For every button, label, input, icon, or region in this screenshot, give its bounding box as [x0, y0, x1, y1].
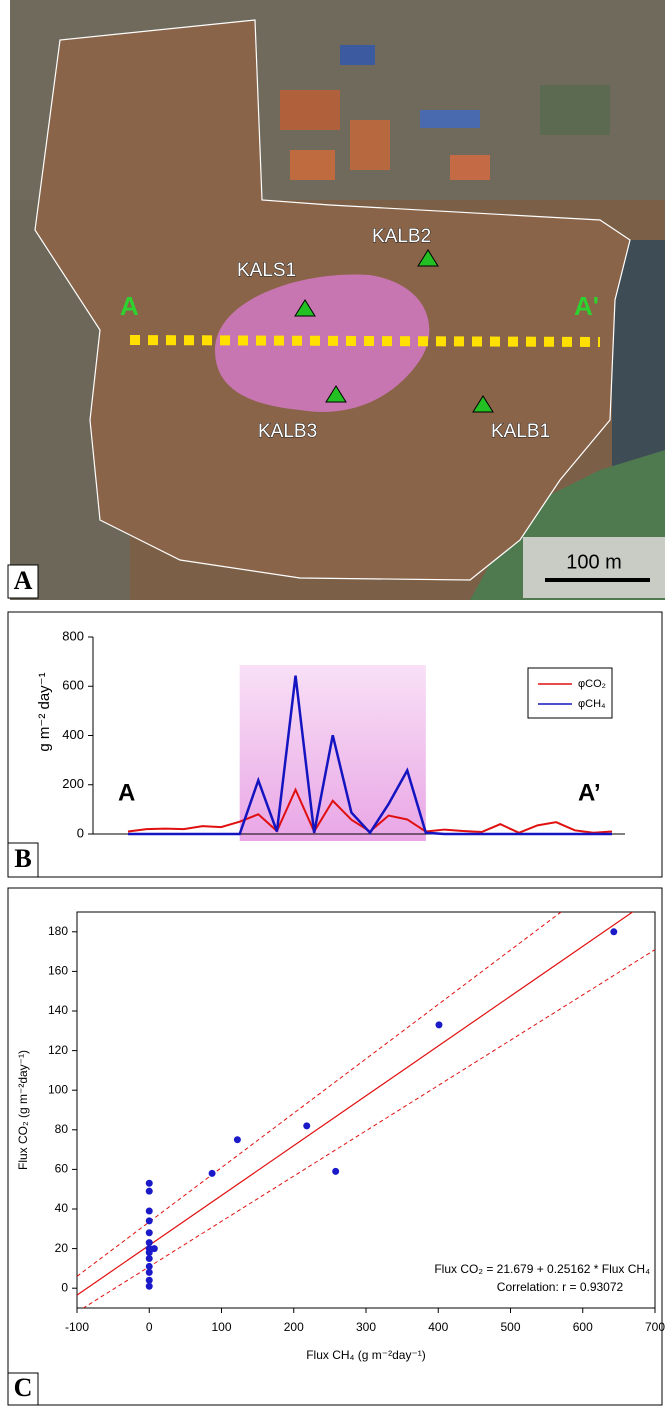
x-tick-label: 100: [211, 1320, 231, 1334]
legend-label: φCH₄: [578, 698, 606, 710]
data-point: [303, 1122, 310, 1129]
y-tick-label: 80: [55, 1122, 69, 1136]
y-tick-label: 0: [61, 1280, 68, 1294]
data-point: [146, 1217, 153, 1224]
x-axis-label: Flux CH₄ (g m⁻²day⁻¹): [306, 1348, 426, 1362]
site-label: KALB3: [258, 421, 317, 442]
panel-letter: A: [14, 566, 33, 595]
highlight-band: [240, 665, 426, 841]
y-axis-label: Flux CO₂ (g m⁻²day⁻¹): [16, 1050, 30, 1170]
y-tick-label: 100: [48, 1082, 68, 1096]
x-tick-label: 600: [573, 1320, 593, 1334]
data-point: [146, 1229, 153, 1236]
fit-line: [77, 897, 655, 1296]
y-axis-label: g m⁻² day⁻¹: [36, 672, 53, 751]
section-label: A': [574, 291, 599, 321]
annotation: Flux CO₂ = 21.679 + 0.25162 * Flux CH₄: [434, 1262, 650, 1276]
plot-frame: [77, 912, 655, 1308]
panel-letter: C: [14, 1373, 33, 1402]
building: [420, 110, 480, 128]
x-tick-label: 500: [500, 1320, 520, 1334]
plot-area: [77, 897, 655, 1312]
data-point: [435, 1021, 442, 1028]
x-tick-label: 400: [428, 1320, 448, 1334]
building: [290, 150, 335, 180]
site-label: KALB2: [372, 226, 431, 247]
data-point: [146, 1207, 153, 1214]
data-point: [146, 1283, 153, 1290]
y-tick-label: 60: [55, 1162, 69, 1176]
panel-letter: B: [14, 844, 31, 873]
y-tick-label: 20: [55, 1241, 69, 1255]
legend-label: φCO₂: [578, 678, 606, 690]
building: [340, 45, 375, 65]
y-tick-label: 140: [48, 1003, 68, 1017]
annotation: A: [118, 779, 135, 806]
y-tick-label: 200: [62, 776, 84, 791]
data-point: [610, 928, 617, 935]
site-label: KALB1: [491, 421, 550, 442]
data-point: [146, 1188, 153, 1195]
y-tick-label: 180: [48, 924, 68, 938]
data-point: [332, 1168, 339, 1175]
y-tick-label: 800: [62, 628, 84, 643]
panel-frame: [8, 888, 662, 1405]
y-tick-label: 40: [55, 1201, 69, 1215]
y-tick-label: 600: [62, 678, 84, 693]
x-tick-label: 700: [645, 1320, 665, 1334]
annotation: Correlation: r = 0.93072: [497, 1280, 624, 1294]
site-label: KALS1: [237, 260, 296, 281]
section-label: A: [120, 291, 139, 321]
field: [540, 85, 610, 135]
data-point: [146, 1180, 153, 1187]
building: [450, 155, 490, 180]
data-point: [146, 1269, 153, 1276]
y-tick-label: 160: [48, 964, 68, 978]
y-tick-label: 0: [77, 825, 84, 840]
x-tick-label: 200: [284, 1320, 304, 1334]
data-point: [151, 1245, 158, 1252]
y-tick-label: 120: [48, 1043, 68, 1057]
building: [280, 90, 340, 130]
building: [350, 120, 390, 170]
data-point: [209, 1170, 216, 1177]
x-tick-label: -100: [65, 1320, 89, 1334]
y-tick-label: 400: [62, 727, 84, 742]
confidence-line: [77, 950, 655, 1312]
x-tick-label: 300: [356, 1320, 376, 1334]
legend-box: [528, 668, 612, 718]
annotation: A’: [578, 779, 601, 806]
x-tick-label: 0: [146, 1320, 153, 1334]
figure: KALB2 KALS1 KALB3 KALB1 A A' 100 m A B C…: [0, 0, 665, 1408]
scale-label: 100 m: [566, 551, 622, 573]
data-point: [146, 1255, 153, 1262]
map-panel: KALB2 KALS1 KALB3 KALB1 A A' 100 m A: [8, 0, 665, 600]
data-point: [234, 1136, 241, 1143]
